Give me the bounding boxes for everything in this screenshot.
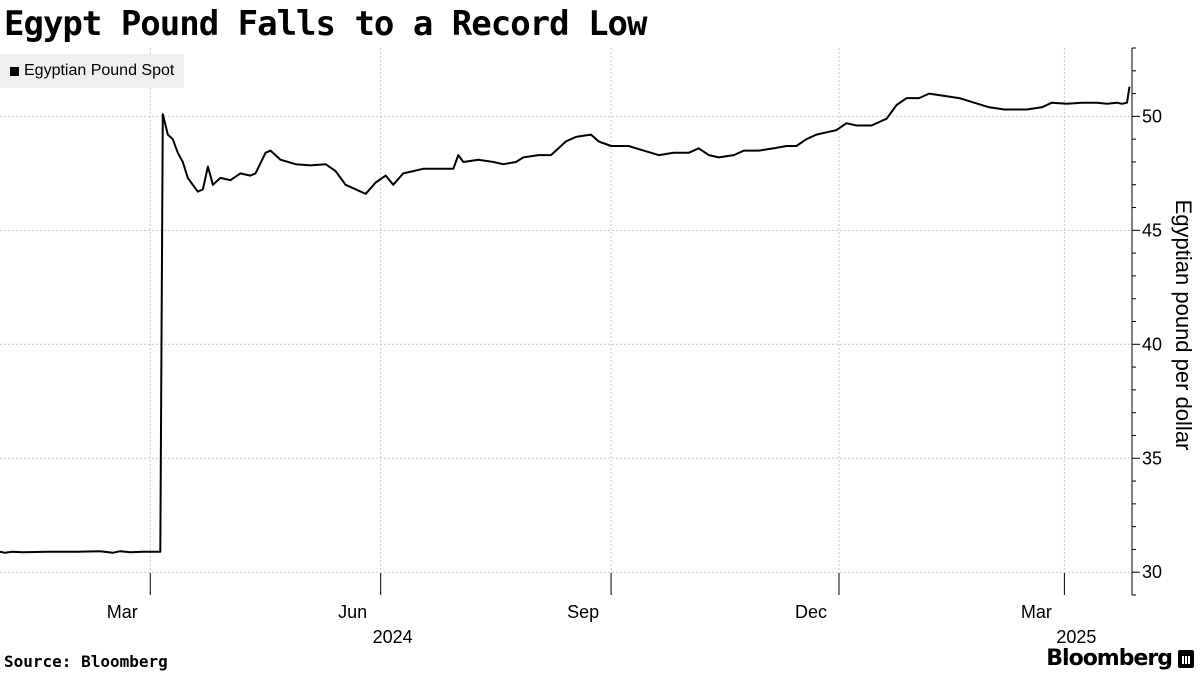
grid-lines — [0, 48, 1132, 595]
y-tick-label: 45 — [1142, 220, 1162, 240]
legend-swatch — [10, 66, 19, 76]
x-year-label: 2024 — [373, 627, 413, 647]
y-axis: 30 35 40 45 50 — [1131, 47, 1162, 596]
y-tick-label: 50 — [1142, 106, 1162, 126]
source-note: Source: Bloomberg — [4, 652, 168, 671]
bloomberg-terminal-icon — [1178, 649, 1194, 668]
y-tick-label: 40 — [1142, 334, 1162, 354]
x-tick-label: Mar — [107, 602, 138, 622]
brand-name: Bloomberg — [1046, 646, 1173, 671]
chart-title: Egypt Pound Falls to a Record Low — [4, 4, 648, 44]
x-tick-label: Mar — [1021, 602, 1052, 622]
x-tick-label: Jun — [338, 602, 367, 622]
x-tick-label: Sep — [567, 602, 599, 622]
x-year-label: 2025 — [1056, 627, 1096, 647]
x-tick-label: Dec — [795, 602, 827, 622]
series-layer — [0, 86, 1131, 554]
series-line-egyptian-pound-spot — [0, 86, 1131, 554]
legend-label: Egyptian Pound Spot — [24, 62, 175, 79]
legend: Egyptian Pound Spot — [0, 54, 185, 88]
y-tick-label: 35 — [1142, 448, 1162, 468]
y-tick-label: 30 — [1142, 562, 1162, 582]
bloomberg-logo: Bloomberg — [1046, 646, 1194, 671]
y-axis-title: Egyptian pound per dollar — [1171, 200, 1196, 451]
